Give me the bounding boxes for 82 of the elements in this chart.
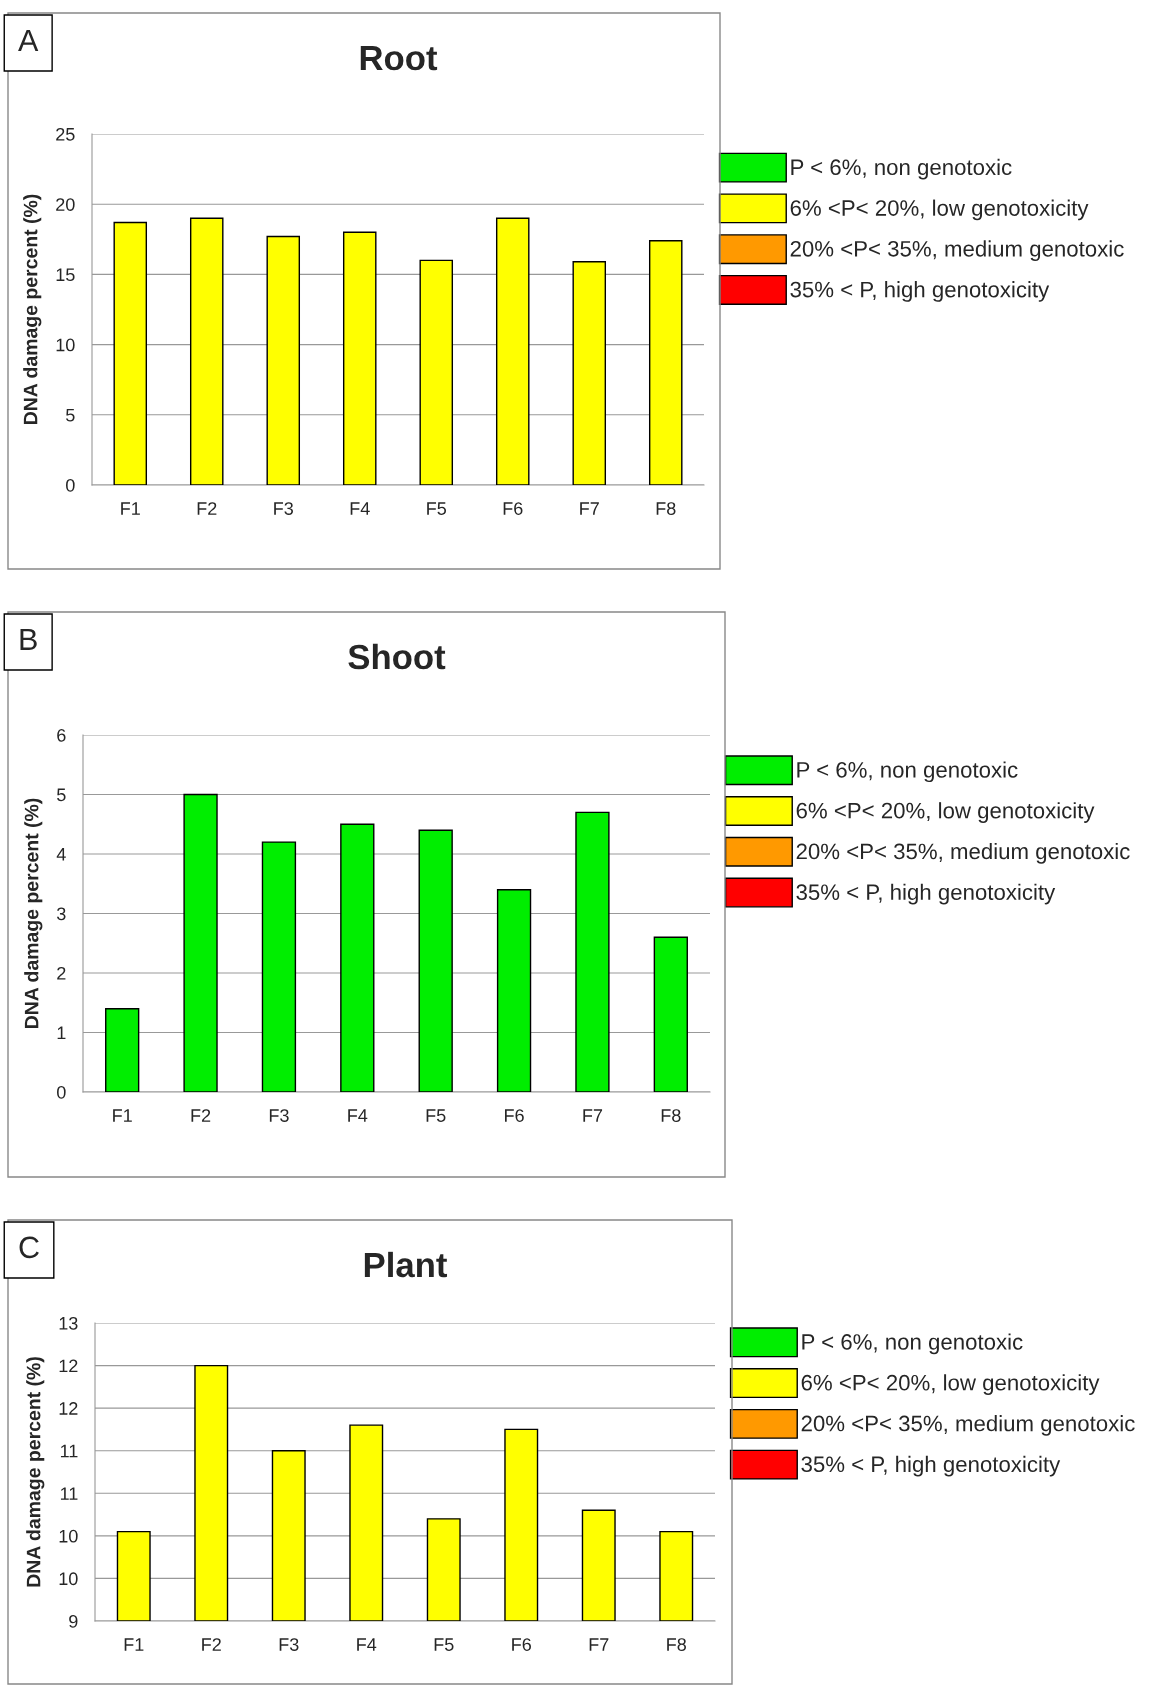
bar	[419, 259, 454, 485]
y-tick-label: 5	[57, 788, 66, 802]
y-tick-label: 11	[60, 1444, 78, 1458]
y-tick-label: 10	[59, 1529, 78, 1543]
legend-label: 20% <P< 35%, medium genotoxic	[801, 1415, 1135, 1436]
y-tick-label: 1	[57, 1026, 66, 1040]
bar	[496, 889, 532, 1092]
legend-label: P < 6%, non genotoxic	[802, 1333, 1023, 1355]
x-tick-label: F5	[427, 502, 447, 515]
y-tick-label: 12	[59, 1402, 78, 1415]
chart-title: Plant	[364, 1251, 448, 1278]
x-tick-label: F2	[191, 1109, 211, 1122]
bar	[189, 217, 224, 485]
x-tick-label: F4	[348, 1109, 368, 1122]
x-tick-label: F2	[197, 502, 217, 515]
bar	[653, 936, 688, 1092]
x-tick-label: F1	[121, 502, 140, 515]
x-tick-label: F7	[580, 502, 599, 515]
y-tick-label: 10	[59, 1572, 78, 1586]
chart-title: Shoot	[348, 643, 446, 670]
y-tick-label: 11	[60, 1487, 78, 1500]
bar	[261, 841, 297, 1092]
bar	[105, 1008, 140, 1092]
text: B	[20, 628, 37, 650]
x-tick-label: F1	[113, 1109, 132, 1122]
legend-label: 6% <P< 20%, low genotoxicity	[796, 802, 1095, 823]
bar	[648, 240, 683, 485]
x-tick-label: F7	[589, 1638, 609, 1651]
y-tick-label: 15	[56, 268, 75, 282]
x-tick-label: F5	[434, 1638, 454, 1651]
y-tick-label: 0	[57, 1085, 66, 1099]
bar	[418, 829, 453, 1092]
legend-label: P < 6%, non genotoxic	[791, 158, 1012, 180]
x-tick-label: F3	[269, 1109, 289, 1122]
chart-title: Root	[360, 46, 438, 71]
x-tick-label: F2	[202, 1638, 221, 1651]
bar	[575, 811, 610, 1092]
legend-label: 20% <P< 35%, medium genotoxic	[796, 842, 1130, 864]
x-tick-label: F5	[426, 1109, 446, 1122]
bar	[113, 221, 148, 485]
y-tick-label: 4	[56, 848, 66, 861]
bar	[183, 793, 218, 1092]
y-axis-title: DNA damage percent (%)	[23, 194, 42, 424]
bar	[572, 261, 607, 485]
legend-label: 35% < P, high genotoxicity	[796, 883, 1056, 905]
y-tick-label: 2	[57, 966, 66, 980]
x-tick-label: F8	[667, 1638, 686, 1651]
bar	[340, 823, 375, 1092]
legend-label: 20% <P< 35%, medium genotoxic	[790, 240, 1124, 262]
y-axis-title: DNA damage percent (%)	[26, 1357, 45, 1587]
legend-label: 6% <P< 20%, low genotoxicity	[790, 199, 1089, 221]
legend-label: 6% <P< 20%, low genotoxicity	[801, 1374, 1100, 1395]
y-axis-title: DNA damage percent (%)	[24, 798, 43, 1028]
bar	[342, 231, 377, 485]
x-tick-label: F8	[656, 502, 676, 515]
y-tick-label: 5	[66, 408, 75, 422]
legend-label: P < 6%, non genotoxic	[797, 761, 1018, 783]
text: A	[18, 29, 39, 51]
y-tick-label: 9	[69, 1614, 78, 1628]
y-tick-label: 20	[56, 198, 75, 211]
y-tick-label: 6	[57, 728, 66, 742]
y-tick-label: 25	[56, 127, 75, 141]
x-tick-label: F3	[274, 502, 293, 515]
bar	[266, 235, 301, 485]
x-tick-label: F1	[124, 1638, 144, 1651]
y-tick-label: 0	[66, 478, 75, 492]
x-tick-label: F7	[583, 1109, 603, 1122]
x-tick-label: F4	[350, 502, 370, 515]
y-tick-label: 10	[56, 338, 75, 352]
legend-label: 35% < P, high genotoxicity	[801, 1455, 1061, 1477]
legend-label: 35% < P, high genotoxicity	[790, 281, 1050, 302]
text: C	[19, 1236, 39, 1259]
x-tick-label: F8	[661, 1109, 681, 1122]
x-tick-label: F6	[512, 1638, 531, 1651]
x-tick-label: F4	[357, 1638, 377, 1651]
x-tick-label: F3	[279, 1638, 299, 1651]
y-tick-label: 12	[59, 1359, 78, 1373]
bar	[495, 217, 530, 485]
x-tick-label: F6	[505, 1109, 524, 1122]
y-tick-label: 3	[56, 907, 66, 921]
y-tick-label: 13	[59, 1316, 78, 1330]
x-tick-label: F6	[503, 502, 523, 515]
